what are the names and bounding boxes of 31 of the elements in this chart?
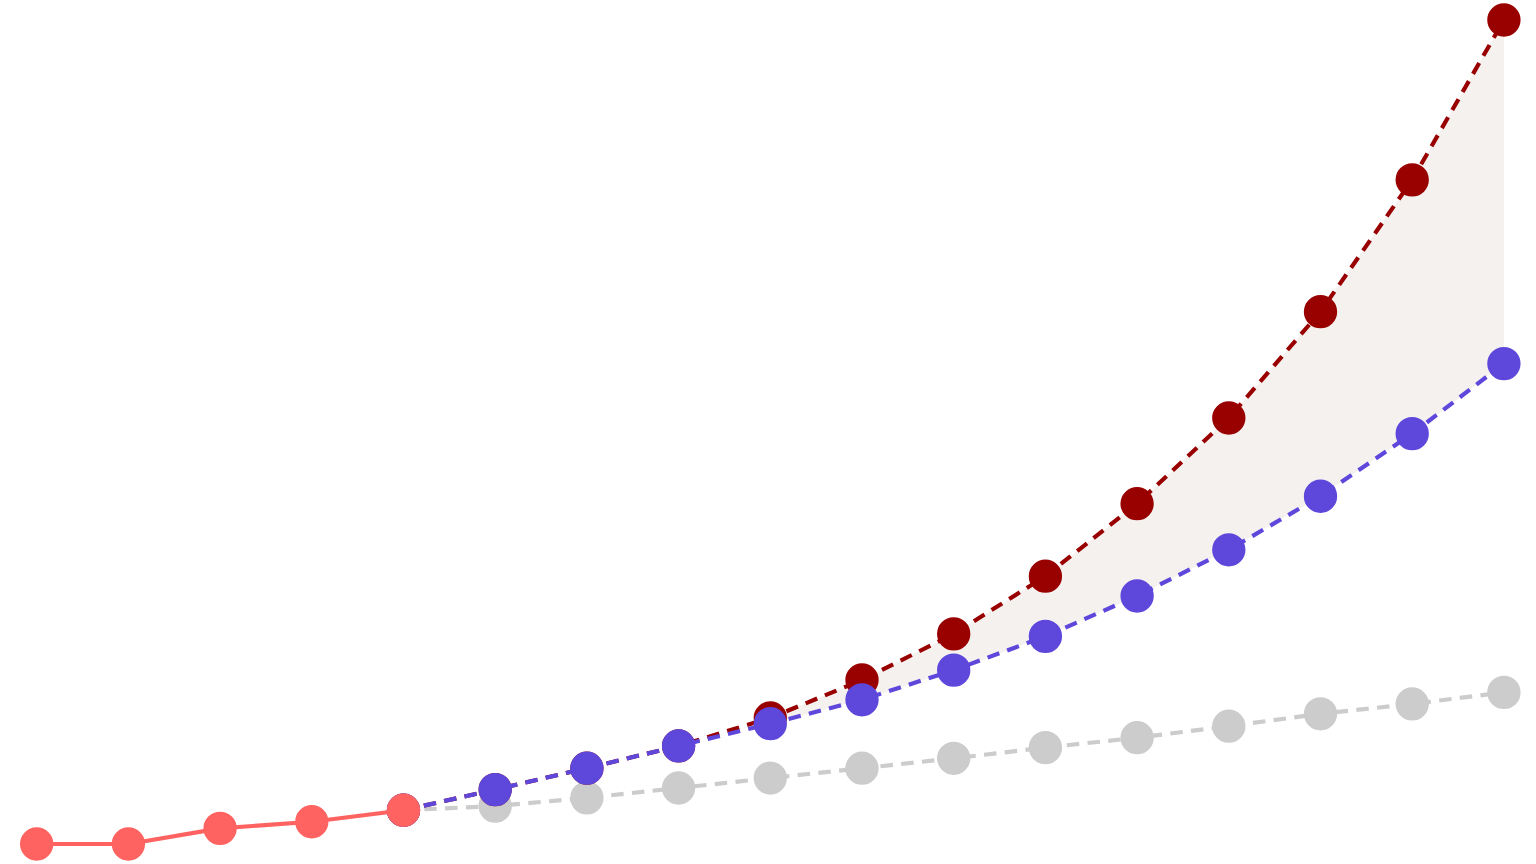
point: [753, 707, 787, 741]
point: [1487, 3, 1521, 37]
point: [1212, 401, 1246, 435]
point: [20, 827, 54, 861]
point: [845, 683, 879, 717]
point: [1395, 163, 1429, 197]
point: [1487, 675, 1521, 710]
point: [1395, 687, 1429, 721]
point: [753, 761, 787, 795]
point: [1120, 487, 1154, 521]
point: [845, 751, 879, 785]
point: [937, 653, 971, 687]
point: [203, 811, 237, 846]
point: [1028, 619, 1063, 654]
point: [1303, 697, 1338, 731]
point: [1212, 709, 1246, 743]
point: [937, 617, 971, 651]
point: [1028, 559, 1063, 593]
point: [1028, 730, 1063, 765]
point: [111, 827, 146, 861]
point: [1395, 416, 1429, 451]
point: [937, 741, 971, 775]
point: [661, 771, 696, 805]
point: [570, 781, 604, 815]
point: [1303, 295, 1338, 329]
point: [1212, 533, 1246, 567]
point: [1120, 579, 1154, 613]
point: [1303, 479, 1338, 513]
point: [1120, 721, 1154, 755]
point: [295, 805, 329, 839]
point: [1487, 346, 1521, 381]
